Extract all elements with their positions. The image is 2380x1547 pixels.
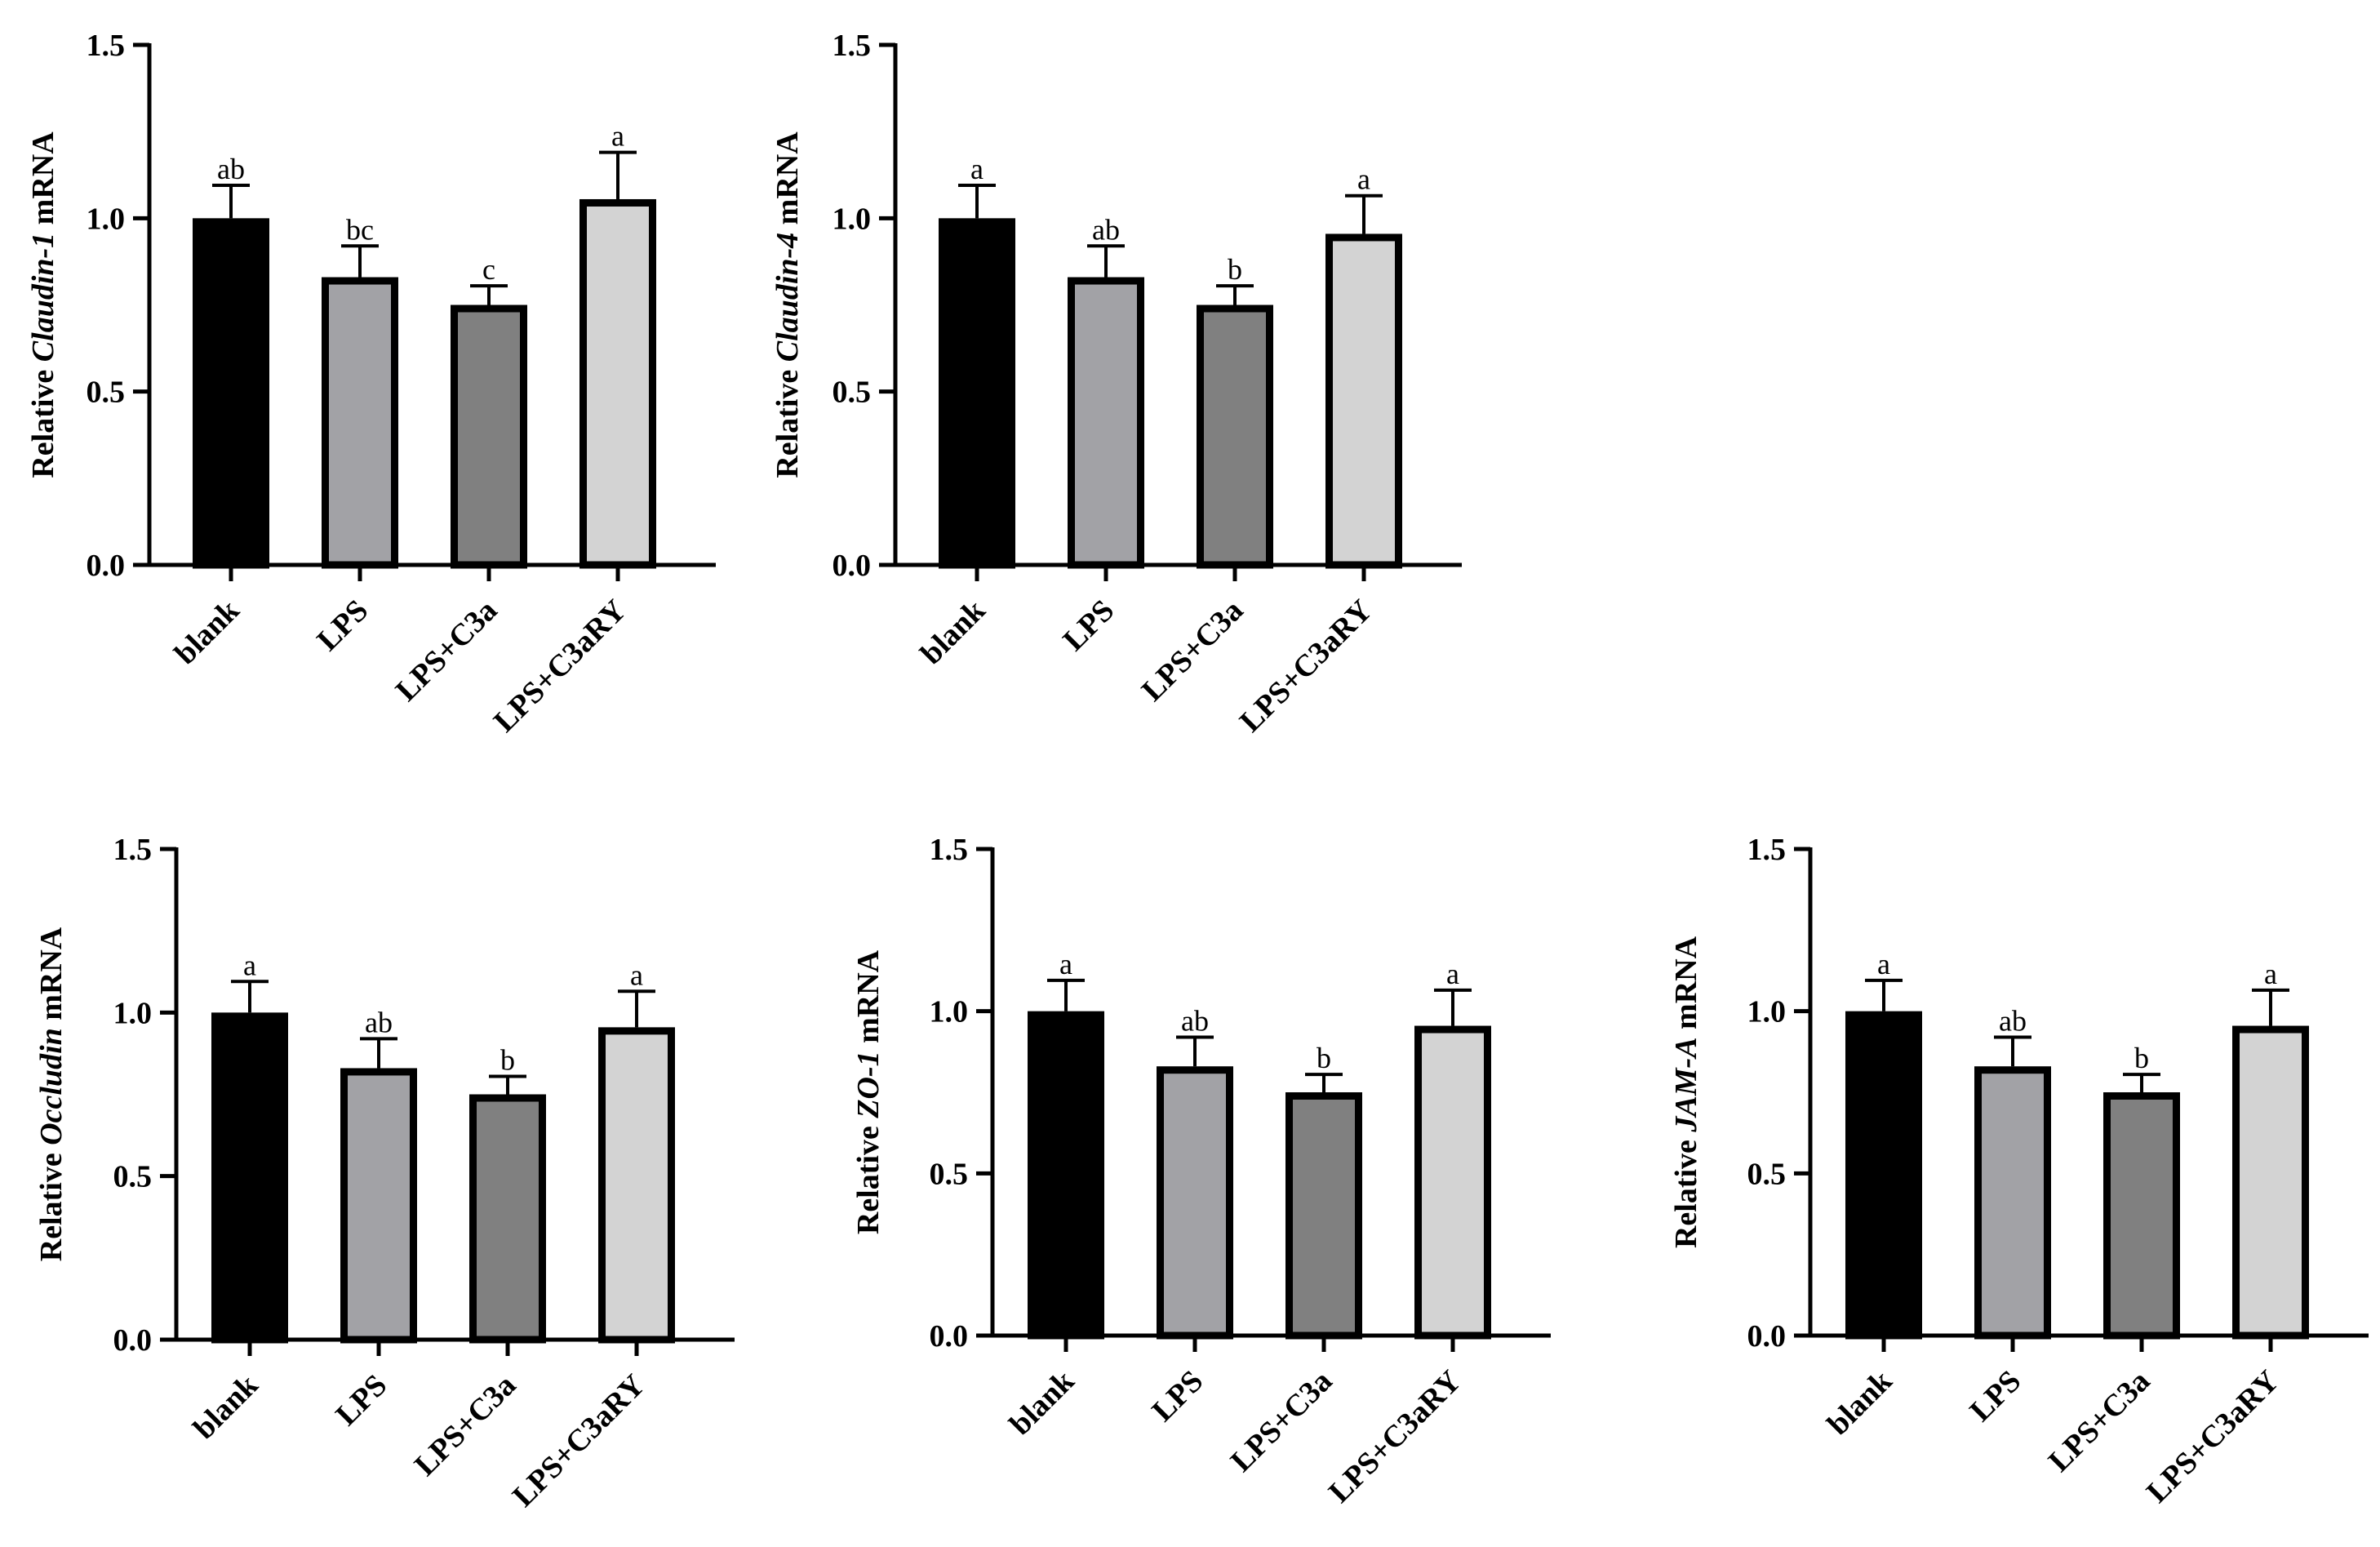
- bar-LPS+C3a: [469, 1094, 546, 1344]
- y-tick-label: 1.5: [930, 833, 969, 867]
- significance-label: b: [2134, 1042, 2149, 1074]
- y-tick-label: 1.5: [1747, 833, 1787, 867]
- bar-blank: [1028, 1011, 1104, 1340]
- y-tick-label: 0.0: [87, 549, 126, 583]
- category-label: blank: [1821, 1363, 1899, 1442]
- significance-label: a: [630, 958, 643, 991]
- bar-LPS+C3aRY: [1414, 1025, 1491, 1340]
- bar-LPS+C3aRY: [579, 198, 656, 569]
- bar-LPS+C3aRY: [598, 1027, 675, 1344]
- bar-LPS+C3aRY: [2232, 1025, 2309, 1340]
- chart-panel-claudin-1: 0.0 0.5 1.0 1.5 Relative Claudin-1 mRNA ab bla…: [26, 29, 716, 739]
- bar-blank: [193, 218, 269, 569]
- category-label: blank: [1003, 1363, 1081, 1442]
- bar-LPS+C3aRY: [1325, 233, 1402, 569]
- category-label: LPS: [1963, 1364, 2027, 1429]
- y-axis-label: Relative ZO-1 mRNA: [851, 949, 886, 1234]
- significance-label: b: [500, 1043, 515, 1076]
- chart-panel-claudin-4: 0.0 0.5 1.0 1.5 Relative Claudin-4 mRNA a blan…: [770, 29, 1462, 739]
- category-label: LPS+C3a: [389, 593, 504, 709]
- y-tick-label: 1.5: [113, 833, 153, 867]
- bar-LPS+C3a: [1197, 305, 1273, 569]
- y-tick-label: 1.5: [87, 29, 126, 63]
- y-tick-label: 0.5: [87, 376, 126, 410]
- category-label: LPS: [329, 1368, 393, 1433]
- y-tick-label: 1.5: [833, 29, 872, 63]
- y-axis-label: Relative JAM-A mRNA: [1669, 936, 1703, 1248]
- significance-label: a: [1059, 948, 1072, 980]
- category-label: LPS+C3aRY: [2140, 1364, 2285, 1509]
- significance-label: a: [611, 120, 624, 153]
- category-label: LPS+C3aRY: [1233, 593, 1379, 739]
- bar-blank: [211, 1012, 288, 1344]
- category-label: LPS: [1145, 1364, 1210, 1429]
- bar-LPS: [322, 277, 398, 569]
- category-label: LPS+C3a: [408, 1368, 523, 1483]
- y-tick-label: 1.0: [930, 995, 969, 1029]
- significance-label: ab: [365, 1006, 393, 1038]
- category-label: LPS+C3aRY: [1322, 1364, 1468, 1509]
- category-label: blank: [914, 593, 992, 671]
- significance-label: a: [1877, 948, 1890, 980]
- y-tick-label: 0.5: [1747, 1157, 1787, 1191]
- y-tick-label: 1.0: [87, 202, 126, 236]
- bar-LPS: [1157, 1066, 1233, 1340]
- significance-label: ab: [217, 153, 245, 185]
- significance-label: b: [1317, 1042, 1331, 1074]
- bar-LPS: [1068, 277, 1144, 569]
- category-label: blank: [187, 1367, 265, 1446]
- y-tick-label: 0.5: [833, 376, 872, 410]
- significance-label: a: [2264, 958, 2277, 990]
- category-label: LPS: [310, 593, 375, 658]
- significance-label: a: [243, 949, 256, 981]
- bar-LPS+C3a: [451, 305, 527, 569]
- y-tick-label: 0.5: [930, 1157, 969, 1191]
- y-axis-label: Relative Claudin-1 mRNA: [26, 131, 60, 478]
- category-label: LPS: [1056, 593, 1121, 658]
- y-tick-label: 0.0: [833, 549, 872, 583]
- significance-label: c: [482, 253, 495, 286]
- bar-LPS+C3a: [1285, 1092, 1362, 1340]
- y-tick-label: 0.0: [1747, 1319, 1787, 1354]
- significance-label: ab: [1092, 213, 1120, 246]
- bar-LPS: [340, 1068, 417, 1344]
- significance-label: b: [1228, 253, 1242, 286]
- y-tick-label: 0.0: [113, 1323, 153, 1358]
- significance-label: a: [1357, 163, 1370, 196]
- y-tick-label: 0.5: [113, 1160, 153, 1194]
- bar-LPS+C3a: [2103, 1092, 2180, 1340]
- bar-LPS: [1974, 1066, 2051, 1340]
- y-tick-label: 1.0: [113, 996, 153, 1030]
- y-tick-label: 1.0: [833, 202, 872, 236]
- significance-label: a: [970, 153, 984, 185]
- y-axis-label: Relative Occludin mRNA: [34, 927, 69, 1261]
- category-label: LPS+C3a: [2042, 1364, 2157, 1479]
- category-label: LPS+C3aRY: [506, 1368, 651, 1514]
- y-tick-label: 1.0: [1747, 995, 1787, 1029]
- y-tick-label: 0.0: [930, 1319, 969, 1354]
- significance-label: ab: [1181, 1004, 1209, 1037]
- bar-blank: [939, 218, 1015, 569]
- significance-label: bc: [346, 213, 374, 246]
- bar-blank: [1845, 1011, 1922, 1340]
- chart-panel-occludin: 0.0 0.5 1.0 1.5 Relative Occludin mRNA a blank…: [34, 833, 735, 1514]
- category-label: LPS+C3a: [1135, 593, 1250, 709]
- category-label: LPS+C3aRY: [487, 593, 633, 739]
- significance-label: ab: [1999, 1004, 2027, 1037]
- y-axis-label: Relative Claudin-4 mRNA: [770, 131, 805, 478]
- category-label: blank: [168, 593, 246, 671]
- category-label: LPS+C3a: [1224, 1364, 1339, 1479]
- significance-label: a: [1446, 958, 1459, 990]
